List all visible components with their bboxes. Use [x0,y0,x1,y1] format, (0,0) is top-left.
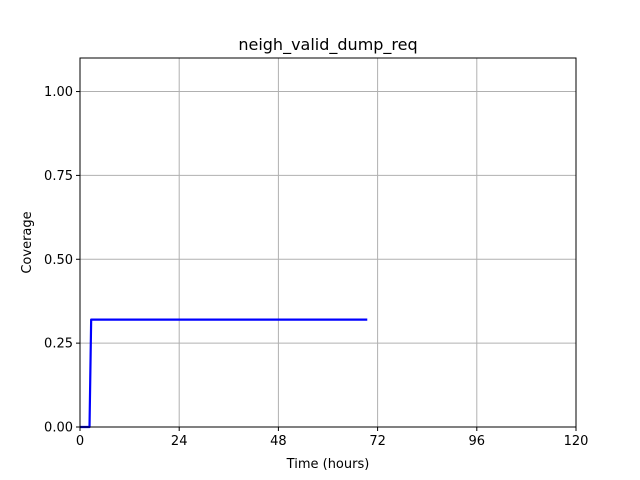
x-axis-ticks: 0 24 48 72 96 120 [76,427,589,449]
y-tick-label: 0.50 [44,253,73,268]
x-tick-label: 72 [369,434,386,449]
y-tick-label: 0.25 [44,337,73,352]
y-axis-ticks: 0.00 0.25 0.50 0.75 1.00 [44,85,80,436]
plot-frame [79,57,577,428]
x-tick-label: 0 [76,434,84,449]
y-tick-label: 0.75 [44,169,73,184]
x-tick-label: 24 [171,434,188,449]
x-tick-label: 96 [469,434,486,449]
y-tick-label: 1.00 [44,85,73,100]
x-tick-label: 48 [270,434,287,449]
chart-title: neigh_valid_dump_req [238,35,417,55]
x-tick-label: 120 [564,434,589,449]
y-axis-label: Coverage [20,211,35,273]
x-axis-label: Time (hours) [286,457,370,472]
y-tick-label: 0.00 [44,421,73,436]
